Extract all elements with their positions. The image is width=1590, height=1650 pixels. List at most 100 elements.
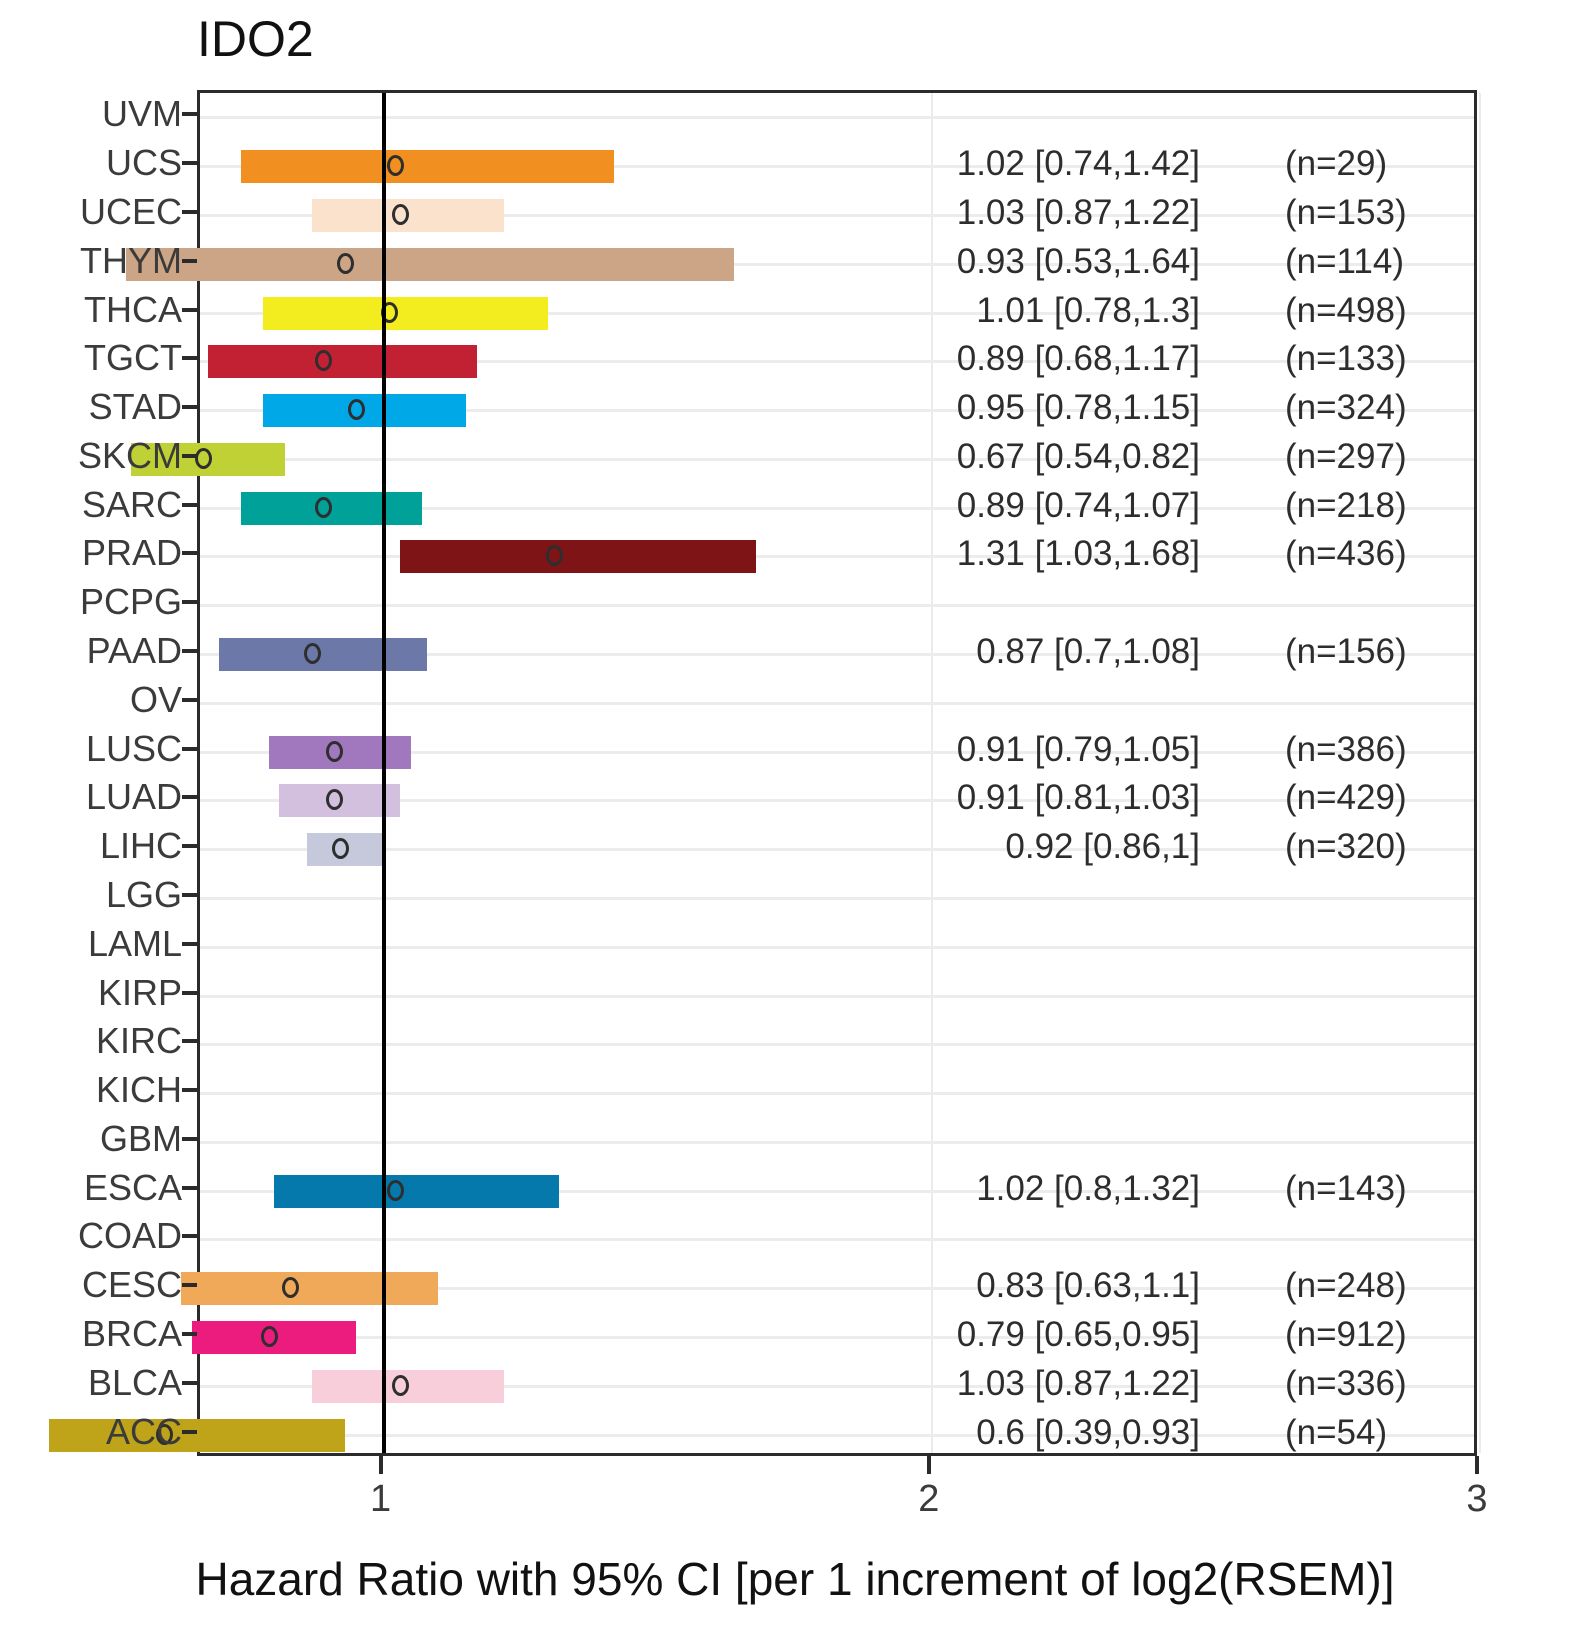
point-estimate-brca xyxy=(260,1326,278,1348)
x-axis-tick-2 xyxy=(926,1456,931,1474)
y-axis-tick xyxy=(182,892,197,897)
y-axis-label-luad: LUAD xyxy=(85,776,182,818)
row-gridline xyxy=(200,555,1474,559)
y-axis-tick xyxy=(182,1429,197,1434)
hr-value-brca: 0.79 [0.65,0.95] xyxy=(956,1315,1200,1355)
x-axis-label-1: 1 xyxy=(370,1478,392,1520)
sample-size-thca: (n=498) xyxy=(1285,290,1407,330)
hr-value-skcm: 0.67 [0.54,0.82] xyxy=(956,436,1200,476)
y-axis-label-ucec: UCEC xyxy=(79,190,182,232)
y-axis-label-lusc: LUSC xyxy=(85,727,182,769)
point-estimate-esca xyxy=(386,1179,404,1201)
y-axis-tick xyxy=(182,258,197,263)
x-gridline-2 xyxy=(930,93,933,1453)
hr-value-sarc: 0.89 [0.74,1.07] xyxy=(956,485,1200,525)
row-gridline xyxy=(200,1287,1474,1291)
point-estimate-stad xyxy=(348,399,366,421)
sample-size-paad: (n=156) xyxy=(1285,632,1407,672)
point-estimate-lihc xyxy=(331,838,349,860)
ci-bar-cesc xyxy=(180,1272,439,1306)
row-gridline xyxy=(200,262,1474,266)
row-gridline xyxy=(200,116,1474,120)
y-axis-tick xyxy=(182,649,197,654)
row-gridline xyxy=(200,1092,1474,1096)
row-gridline xyxy=(200,848,1474,852)
hr-value-thca: 1.01 [0.78,1.3] xyxy=(976,290,1200,330)
y-axis-label-cesc: CESC xyxy=(81,1264,182,1306)
y-axis-label-kirc: KIRC xyxy=(95,1020,182,1062)
y-axis-label-lgg: LGG xyxy=(105,873,182,915)
hr-value-tgct: 0.89 [0.68,1.17] xyxy=(956,339,1200,379)
y-axis-tick xyxy=(182,1234,197,1239)
sample-size-tgct: (n=133) xyxy=(1285,339,1407,379)
y-axis-tick xyxy=(182,1136,197,1141)
sample-size-prad: (n=436) xyxy=(1285,534,1407,574)
sample-size-lusc: (n=386) xyxy=(1285,729,1407,769)
y-axis-label-gbm: GBM xyxy=(99,1117,182,1159)
row-gridline xyxy=(200,311,1474,315)
y-axis-tick xyxy=(182,600,197,605)
y-axis-tick xyxy=(182,112,197,117)
y-axis-label-ucs: UCS xyxy=(105,142,182,184)
y-axis-label-blca: BLCA xyxy=(87,1361,182,1403)
row-gridline xyxy=(200,750,1474,754)
y-axis-label-uvm: UVM xyxy=(102,93,182,135)
row-gridline xyxy=(200,1433,1474,1437)
sample-size-stad: (n=324) xyxy=(1285,388,1407,428)
hr-value-thym: 0.93 [0.53,1.64] xyxy=(956,241,1200,281)
x-axis-title: Hazard Ratio with 95% CI [per 1 incremen… xyxy=(195,1553,1395,1605)
row-gridline xyxy=(200,165,1474,169)
y-axis-label-tgct: TGCT xyxy=(84,337,182,379)
hr-value-stad: 0.95 [0.78,1.15] xyxy=(956,388,1200,428)
point-estimate-sarc xyxy=(315,496,333,518)
y-axis-tick xyxy=(182,844,197,849)
row-gridline xyxy=(200,1189,1474,1193)
hr-value-lusc: 0.91 [0.79,1.05] xyxy=(956,729,1200,769)
row-gridline xyxy=(200,1336,1474,1340)
hr-value-lihc: 0.92 [0.86,1] xyxy=(1005,827,1200,867)
y-axis-tick xyxy=(182,941,197,946)
reference-line xyxy=(381,93,386,1453)
hr-value-acc: 0.6 [0.39,0.93] xyxy=(976,1412,1200,1452)
row-gridline xyxy=(200,1238,1474,1242)
hr-value-prad: 1.31 [1.03,1.68] xyxy=(956,534,1200,574)
x-axis-label-3: 3 xyxy=(1466,1478,1488,1520)
ci-bar-esca xyxy=(274,1174,560,1208)
x-axis-label-2: 2 xyxy=(918,1478,940,1520)
point-estimate-lusc xyxy=(326,740,344,762)
ci-bar-thym xyxy=(126,247,735,281)
point-estimate-ucec xyxy=(392,203,410,225)
sample-size-cesc: (n=248) xyxy=(1285,1266,1407,1306)
sample-size-brca: (n=912) xyxy=(1285,1315,1407,1355)
sample-size-luad: (n=429) xyxy=(1285,778,1407,818)
row-gridline xyxy=(200,409,1474,413)
row-gridline xyxy=(200,896,1474,900)
ci-bar-ucs xyxy=(241,150,614,184)
point-estimate-tgct xyxy=(315,350,333,372)
hr-value-ucs: 1.02 [0.74,1.42] xyxy=(956,144,1200,184)
y-axis-label-pcpg: PCPG xyxy=(79,581,182,623)
y-axis-tick xyxy=(182,307,197,312)
sample-size-acc: (n=54) xyxy=(1285,1412,1388,1452)
y-axis-tick xyxy=(182,453,197,458)
y-axis-label-coad: COAD xyxy=(77,1215,182,1257)
y-axis-tick xyxy=(182,1283,197,1288)
ci-bar-tgct xyxy=(208,345,477,379)
row-gridline xyxy=(200,799,1474,803)
row-gridline xyxy=(200,457,1474,461)
row-gridline xyxy=(200,213,1474,217)
hr-value-blca: 1.03 [0.87,1.22] xyxy=(956,1363,1200,1403)
y-axis-label-brca: BRCA xyxy=(81,1313,182,1355)
y-axis-label-thca: THCA xyxy=(84,288,182,330)
y-axis-tick xyxy=(182,405,197,410)
row-gridline xyxy=(200,1384,1474,1388)
x-axis-tick-1 xyxy=(378,1456,383,1474)
y-axis-tick xyxy=(182,1332,197,1337)
hr-value-ucec: 1.03 [0.87,1.22] xyxy=(956,192,1200,232)
y-axis-tick xyxy=(182,746,197,751)
row-gridline xyxy=(200,653,1474,657)
y-axis-label-laml: LAML xyxy=(87,922,182,964)
ci-bar-paad xyxy=(219,638,428,672)
row-gridline xyxy=(200,701,1474,705)
